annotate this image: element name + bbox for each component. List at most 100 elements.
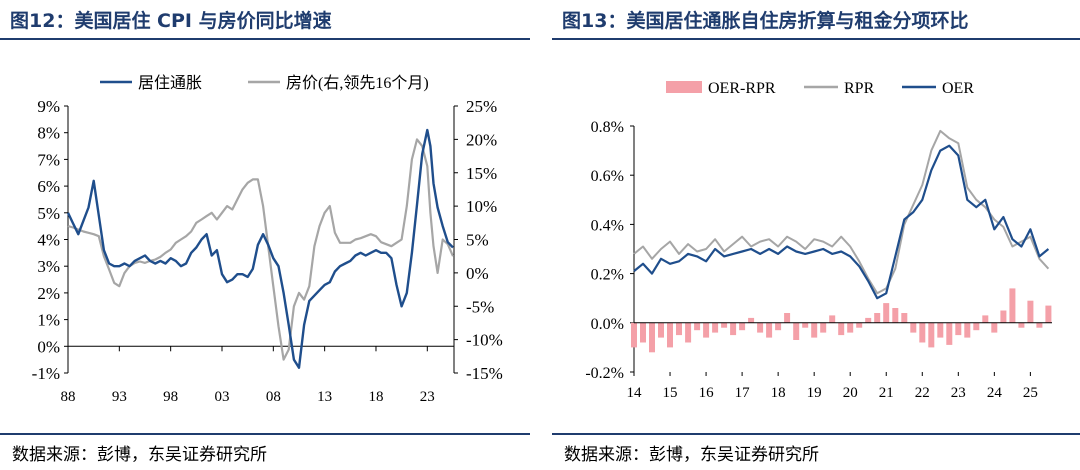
x-tick-label: 98 [163,389,178,405]
oer-rpr-bar [847,322,854,333]
oer-rpr-bar [1009,288,1016,323]
oer-rpr-bar [964,322,971,338]
y-left-tick-label: -1% [32,364,60,383]
y-left-tick-label: 8% [37,124,60,143]
y-left-tick-label: 0% [37,337,60,356]
oer-rpr-bar [937,322,944,338]
y-left-tick-label: 2% [37,284,60,303]
x-tick-label: 93 [112,389,127,405]
figure-12-source: 数据来源：彭博，东吴证券研究所 [12,445,267,465]
x-tick-label: 15 [663,385,678,401]
oer-rpr-bar [667,322,673,348]
x-tick-label: 16 [699,385,715,401]
oer-rpr-bar [982,315,989,323]
figure-12-panel: 图12：美国居住 CPI 与房价同比增速 9% 8% 7% 6% 5% 4% 3% 2% 1% 0… [0,0,530,470]
figure-13-title: 图13：美国居住通胀自住房折算与租金分项环比 [562,10,969,32]
oer-rpr-bar [775,322,782,331]
oer-rpr-bar [730,322,737,336]
oer-rpr-bar [757,322,764,333]
oer-rpr-bar [874,313,881,323]
figure-13-chart: 0.8% 0.6% 0.4% 0.2% 0.0% -0.2%14 15 16 17 18 19 20 2… [585,80,1052,401]
x-tick-label: 18 [771,385,786,401]
legend-label-housing-inflation: 居住通胀 [138,74,202,92]
y-tick-label: 0.6% [591,168,624,185]
y-tick-label: 0.0% [591,316,624,333]
figure-13-panel: 图13：美国居住通胀自住房折算与租金分项环比 0.8% 0.6% 0.4% 0.2% 0… [552,0,1080,470]
legend-swatch-oer-rpr [666,81,702,93]
oer-rpr-bar [694,322,701,331]
oer-rpr-bar [910,322,917,333]
x-tick-label: 22 [915,385,930,401]
figure-12-chart: 9% 8% 7% 6% 5% 4% 3% 2% 1% 0% -1% 25% 20% 15% 10% 5% 0% -… [32,74,503,405]
oer-rpr-bar [991,322,998,333]
oer-rpr-bar [712,322,719,333]
y-right-tick-label: 10% [466,197,497,216]
oer-line [633,144,1050,300]
y-left-tick-label: 7% [37,150,60,169]
title-rule [0,38,530,40]
housing-inflation-line [66,128,454,369]
y-tick-label: 0.2% [591,267,624,284]
oer-rpr-bar [946,322,953,345]
oer-rpr-bar [820,322,827,333]
y-left-tick-label: 3% [37,257,60,276]
y-right-tick-label: 15% [466,164,497,183]
oer-rpr-bar [766,322,773,338]
oer-rpr-bar [685,322,692,343]
oer-rpr-bar [703,322,710,338]
y-tick-label: 0.8% [591,119,624,136]
x-tick-label: 18 [368,389,383,405]
source-rule [0,433,530,435]
x-tick-label: 23 [420,389,435,405]
x-tick-label: 08 [266,389,281,405]
title-rule [552,38,1080,40]
y-right-tick-label: 0% [466,264,489,283]
oer-rpr-bar [1018,322,1025,328]
oer-rpr-bar [973,322,980,331]
oer-rpr-bar [676,322,682,336]
oer-rpr-bar [658,322,664,338]
legend-label-oer-rpr: OER-RPR [708,80,776,97]
oer-rpr-bar [928,322,935,348]
y-right-tick-label: 20% [466,130,497,149]
x-tick-label: 13 [317,389,332,405]
y-left-tick-label: 5% [37,204,60,223]
oer-rpr-bar [721,322,728,328]
oer-rpr-bar [856,322,863,328]
source-rule [552,433,1080,435]
x-tick-label: 19 [807,385,822,401]
legend-label-rpr: RPR [844,80,875,97]
y-right-tick-label: -15% [466,364,503,383]
y-left-tick-label: 9% [37,97,60,116]
figure-13-source: 数据来源：彭博，东吴证券研究所 [564,445,819,465]
x-tick-label: 88 [61,389,76,405]
oer-rpr-bar [901,313,908,323]
oer-rpr-bar [1000,310,1007,323]
y-right-tick-label: -5% [466,297,494,316]
oer-rpr-bar [892,308,899,323]
x-tick-label: 14 [627,385,643,401]
oer-rpr-bar [739,322,746,331]
oer-rpr-bar [838,322,845,336]
y-tick-label: 0.4% [591,217,624,234]
y-right-tick-label: 25% [466,97,497,116]
home-price-line [67,138,455,361]
oer-rpr-bar [865,317,872,323]
oer-rpr-bar [784,313,791,323]
oer-rpr-bar [1036,322,1043,328]
y-right-tick-label: -10% [466,331,503,350]
x-tick-label: 23 [951,385,966,401]
oer-rpr-bar [802,322,809,328]
x-tick-label: 17 [735,385,751,401]
oer-rpr-bar [793,322,800,340]
oer-rpr-bar [883,303,890,323]
oer-rpr-bar [1027,300,1034,323]
y-left-tick-label: 4% [37,231,60,250]
oer-rpr-bar [640,322,646,343]
oer-rpr-bar [1045,305,1052,323]
x-tick-label: 03 [214,389,229,405]
x-tick-label: 20 [843,385,858,401]
legend-label-home-price: 房价(右,领先16个月) [286,74,429,92]
x-tick-label: 24 [987,385,1003,401]
oer-rpr-bar [631,322,637,348]
